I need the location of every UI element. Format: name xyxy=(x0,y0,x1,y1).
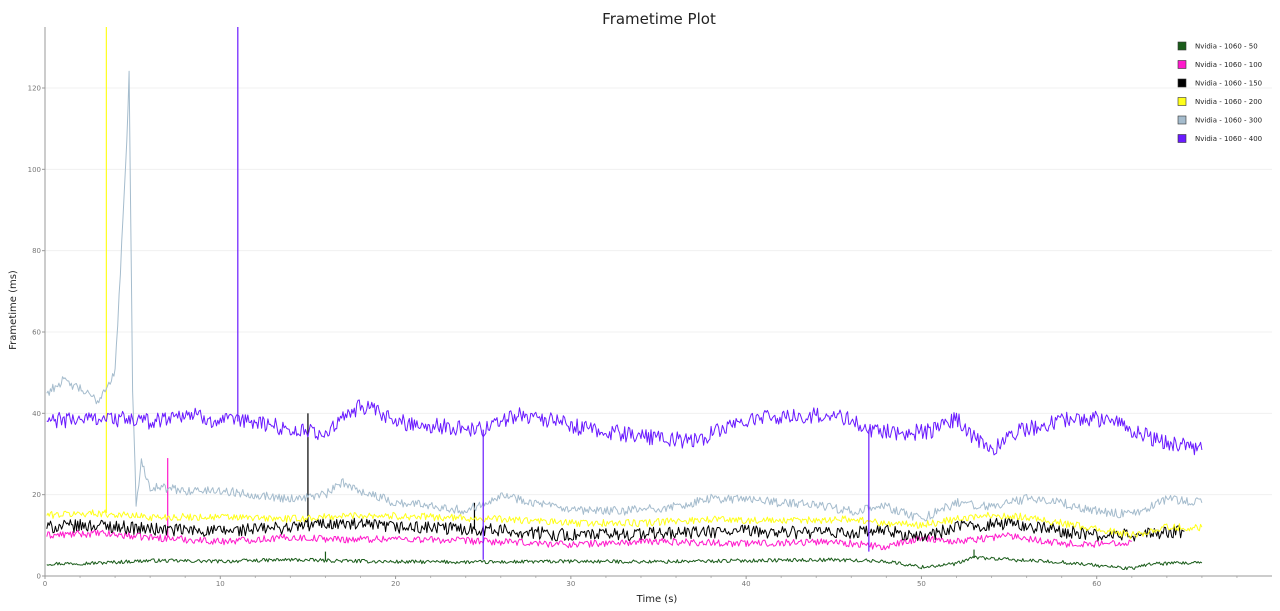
legend-label: Nvidia - 1060 - 200 xyxy=(1195,98,1262,106)
series-layer xyxy=(46,27,1203,571)
x-axis-label: Time (s) xyxy=(636,594,678,605)
gridlines xyxy=(45,87,1272,496)
series-line xyxy=(46,516,1185,542)
legend-item: Nvidia - 1060 - 200 xyxy=(1177,97,1262,106)
legend-label: Nvidia - 1060 - 300 xyxy=(1195,117,1262,125)
y-axis-label: Frametime (ms) xyxy=(8,270,19,350)
legend-label: Nvidia - 1060 - 400 xyxy=(1195,135,1262,143)
legend-swatch xyxy=(1177,115,1187,125)
y-tick-label: 40 xyxy=(32,410,41,418)
legend-item: Nvidia - 1060 - 400 xyxy=(1177,134,1262,143)
series-2 xyxy=(46,458,1132,551)
legend-item: Nvidia - 1060 - 300 xyxy=(1177,115,1262,125)
series-4 xyxy=(46,27,1203,540)
series-6 xyxy=(46,27,1203,560)
legend-item: Nvidia - 1060 - 50 xyxy=(1177,41,1258,51)
x-tick-label: 10 xyxy=(216,580,225,588)
series-3 xyxy=(46,413,1185,542)
y-tick-label: 20 xyxy=(32,491,41,499)
legend-label: Nvidia - 1060 - 150 xyxy=(1195,80,1262,88)
y-tick-label: 120 xyxy=(28,85,41,93)
legend-swatch xyxy=(1177,97,1187,106)
legend-label: Nvidia - 1060 - 100 xyxy=(1195,61,1262,69)
x-tick-label: 60 xyxy=(1092,580,1101,588)
legend-swatch xyxy=(1177,134,1187,143)
series-5 xyxy=(46,70,1203,522)
legend-item: Nvidia - 1060 - 100 xyxy=(1177,60,1262,69)
series-line xyxy=(46,509,1203,540)
y-tick-label: 0 xyxy=(37,573,41,581)
legend-label: Nvidia - 1060 - 50 xyxy=(1195,43,1258,51)
chart-title: Frametime Plot xyxy=(602,10,716,28)
series-line xyxy=(46,529,1132,551)
axis-ticks: 0 20 40 60 80 100 120 0 10 20 30 40 50 60 xyxy=(28,85,1238,588)
y-tick-label: 80 xyxy=(32,247,41,255)
series-line xyxy=(46,555,1203,571)
x-tick-label: 50 xyxy=(917,580,926,588)
legend-swatch xyxy=(1177,60,1187,69)
series-line xyxy=(46,399,1203,456)
legend-swatch xyxy=(1177,41,1187,51)
x-tick-label: 30 xyxy=(566,580,575,588)
series-line xyxy=(46,70,1203,522)
y-tick-label: 100 xyxy=(28,166,41,174)
legend-swatch xyxy=(1177,78,1187,88)
y-tick-label: 60 xyxy=(32,329,41,337)
x-tick-label: 0 xyxy=(43,580,47,588)
axes xyxy=(44,27,1272,577)
legend: Nvidia - 1060 - 50 Nvidia - 1060 - 100 Nvi… xyxy=(1177,41,1262,143)
legend-item: Nvidia - 1060 - 150 xyxy=(1177,78,1262,88)
x-tick-label: 20 xyxy=(391,580,400,588)
x-tick-label: 40 xyxy=(742,580,751,588)
series-1 xyxy=(46,549,1203,571)
